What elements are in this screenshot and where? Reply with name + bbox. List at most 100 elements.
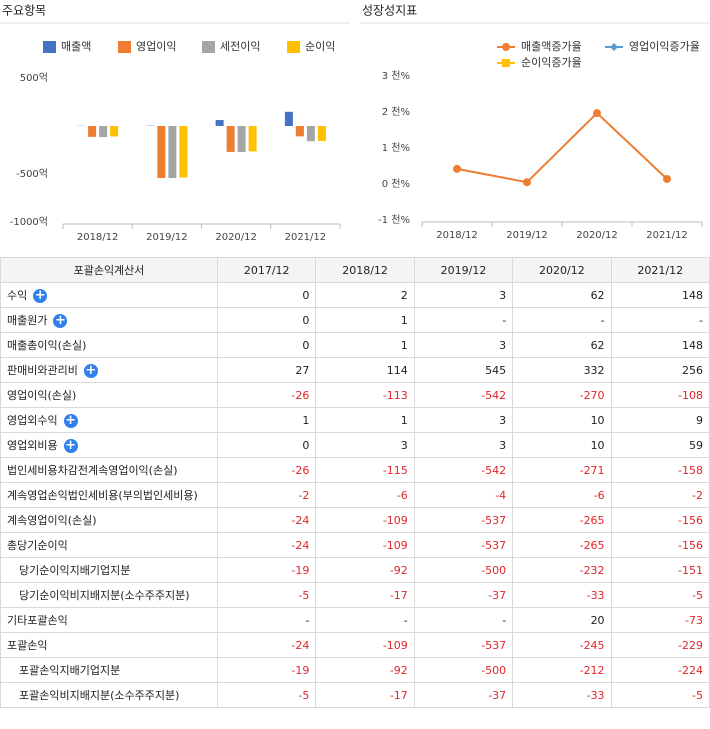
legend-label: 세전이익 (220, 40, 260, 53)
value-cell: 3 (413, 407, 514, 433)
table-row: 당기순이익비지배지분(소수주주지분) -5 -17 -37 -33 -5 (0, 582, 710, 608)
y-tick-label: 3 천% (382, 70, 410, 82)
point (453, 164, 461, 173)
value-cell: -92 (315, 557, 415, 583)
value-cell: -2 (610, 482, 710, 508)
bar (157, 126, 166, 179)
x-tick-label: 2018/12 (77, 232, 119, 243)
value-cell: -2 (216, 482, 317, 508)
row-label: 총당기순이익 (7, 539, 68, 552)
value-cell: -265 (512, 532, 612, 558)
value-cell: -24 (216, 532, 317, 558)
value-cell: -109 (315, 532, 415, 558)
value-cell: -245 (512, 632, 612, 658)
expand-button[interactable]: + (63, 438, 78, 453)
row-label: 매출총이익(손실) (7, 339, 87, 352)
point (593, 109, 601, 118)
row-label-cell: 매출원가 + (0, 307, 218, 333)
row-label-cell: 총당기순이익 (0, 532, 218, 558)
row-label: 당기순이익비지배지분(소수주주지분) (19, 589, 190, 602)
table-row: 포괄손익 -24 -109 -537 -245 -229 (0, 632, 710, 658)
header-cell: 2017/12 (216, 257, 317, 283)
value-cell: 2 (315, 282, 415, 308)
value-cell: -37 (413, 582, 514, 608)
legend-label: 매출액 (61, 40, 91, 53)
legend-marker (610, 43, 618, 51)
legend-swatch (202, 41, 215, 53)
value-cell: 3 (413, 332, 514, 358)
table-row: 매출총이익(손실) 0 1 3 62 148 (0, 332, 710, 358)
value-cell: 20 (512, 607, 612, 633)
row-label: 포괄손익지배기업지분 (19, 664, 121, 677)
value-cell: -6 (315, 482, 415, 508)
row-label: 계속영업손익법인세비용(부의법인세비용) (7, 489, 198, 502)
bar (99, 126, 108, 138)
value-cell: -109 (315, 507, 415, 533)
value-cell: - (413, 307, 514, 333)
value-cell: -158 (610, 457, 710, 483)
value-cell: -537 (413, 507, 514, 533)
table-header: 포괄손익계산서 2017/12 2018/12 2019/12 2020/12 2021/… (0, 257, 710, 283)
row-label-cell: 법인세비용차감전계속영업이익(손실) (0, 457, 218, 483)
row-label-cell: 포괄손익 (0, 632, 218, 658)
value-cell: -270 (512, 382, 612, 408)
value-cell: -108 (610, 382, 710, 408)
value-cell: -4 (413, 482, 514, 508)
point (663, 174, 671, 183)
table-row: 영업외수익 +1 1 3 10 9 (0, 407, 710, 433)
value-cell: -6 (512, 482, 612, 508)
value-cell: 0 (216, 432, 317, 458)
y-tick-label: -1 천% (378, 214, 410, 226)
bar (215, 120, 224, 126)
bar (168, 126, 177, 179)
value-cell: -33 (512, 582, 612, 608)
value-cell: -24 (216, 507, 317, 533)
legend-swatch (287, 41, 300, 53)
value-cell: -19 (216, 557, 317, 583)
table-row: 총당기순이익 -24 -109 -537 -265 -156 (0, 532, 710, 558)
value-cell: -232 (512, 557, 612, 583)
row-label-cell: 영업외수익 + (0, 407, 218, 433)
row-label: 포괄손익비지배지분(소수주주지분) (19, 689, 180, 702)
expand-button[interactable]: + (63, 413, 78, 428)
value-cell: -115 (315, 457, 415, 483)
bar (317, 126, 326, 141)
row-label: 영업이익(손실) (7, 389, 77, 402)
value-cell: -26 (216, 382, 317, 408)
value-cell: -92 (315, 657, 415, 683)
value-cell: 10 (512, 432, 612, 458)
value-cell: -156 (610, 532, 710, 558)
income-statement-table: 포괄손익계산서 2017/12 2018/12 2019/12 2020/12 2021/… (0, 257, 710, 708)
row-label-cell: 판매비와관리비 + (0, 357, 218, 383)
legend-label: 매출액증가율 (521, 40, 582, 53)
value-cell: -542 (413, 382, 514, 408)
value-cell: 3 (413, 282, 514, 308)
y-tick-label: -1000억 (10, 216, 48, 228)
value-cell: - (216, 607, 317, 633)
expand-button[interactable]: + (33, 288, 48, 303)
x-tick-label: 2019/12 (506, 230, 548, 241)
y-tick-label: 2 천% (382, 106, 410, 118)
row-label-cell: 영업외비용 + (0, 432, 218, 458)
expand-button[interactable]: + (53, 313, 68, 328)
x-tick-label: 2020/12 (576, 230, 618, 241)
value-cell: 1 (315, 307, 415, 333)
table-body: 수익 +0 2 3 62 148 매출원가 +0 1- - - 매출총이익(손실) 0 1 3 62 148 판매… (0, 282, 710, 708)
row-label: 매출원가 (7, 314, 48, 327)
chart-title: 주요항목 (2, 4, 46, 18)
table-row: 계속영업이익(손실) -24 -109 -537 -265 -156 (0, 507, 710, 533)
value-cell: 9 (610, 407, 710, 433)
table-row: 당기순이익지배기업지분 -19 -92 -500 -232 -151 (0, 557, 710, 583)
table-row: 포괄손익비지배지분(소수주주지분) -5 -17 -37 -33 -5 (0, 682, 710, 708)
value-cell: 62 (512, 282, 612, 308)
expand-button[interactable]: + (83, 363, 98, 378)
table-row: 영업외비용 +0 3 3 10 59 (0, 432, 710, 458)
y-tick-label: 0 천% (382, 178, 410, 190)
value-cell: 148 (610, 282, 710, 308)
value-cell: -224 (610, 657, 710, 683)
row-label-cell: 포괄손익지배기업지분 (0, 657, 218, 683)
value-cell: 1 (315, 407, 415, 433)
row-label: 기타포괄손익 (7, 614, 68, 627)
value-cell: -17 (315, 582, 415, 608)
table-row: 수익 +0 2 3 62 148 (0, 282, 710, 308)
